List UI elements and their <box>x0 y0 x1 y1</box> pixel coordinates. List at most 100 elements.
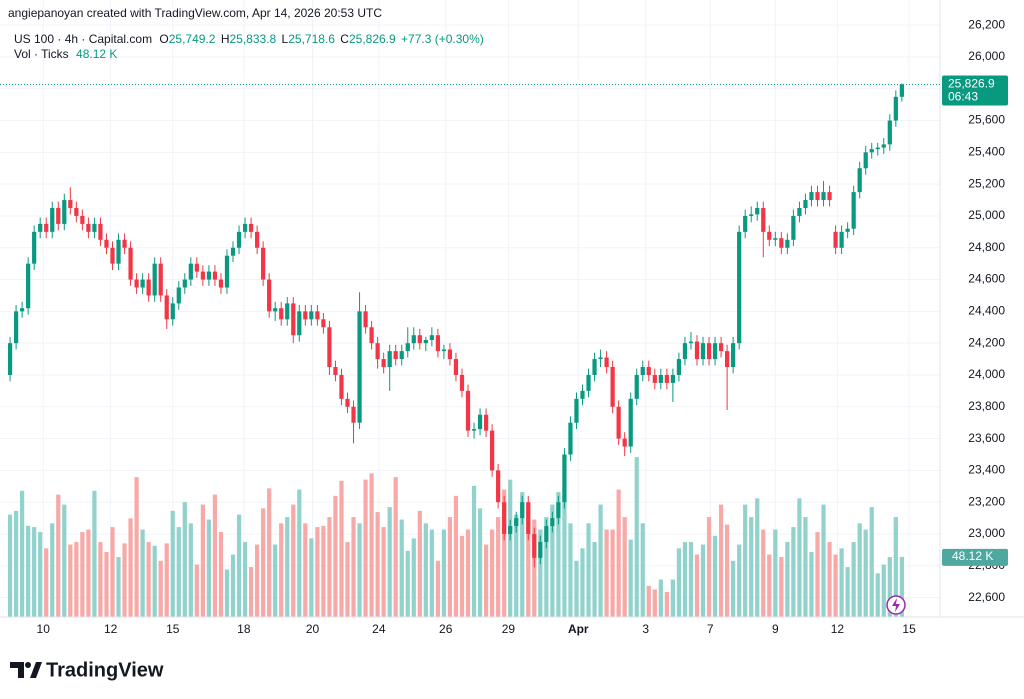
volume-bar <box>453 495 459 617</box>
volume-bar <box>767 554 772 617</box>
y-tick-label: 23,600 <box>968 431 1005 445</box>
candle-body <box>194 263 199 272</box>
volume-bar <box>749 517 754 617</box>
volume-bar <box>881 564 886 617</box>
volume-bar <box>363 479 368 617</box>
ohlc-key: L <box>282 32 289 46</box>
candle-body <box>483 414 489 431</box>
candle-body <box>604 357 609 368</box>
volume-bar <box>646 585 651 617</box>
candle-body <box>351 406 356 423</box>
candle-body <box>152 263 157 296</box>
volume-bar <box>291 504 296 617</box>
volume-bar <box>339 480 344 617</box>
candle-body <box>423 339 428 344</box>
volume-bar <box>182 502 187 617</box>
candle-body <box>803 200 808 208</box>
candle-body <box>761 207 766 232</box>
volume-bar <box>508 479 513 617</box>
candle-body <box>881 144 886 148</box>
candle-body <box>749 214 754 216</box>
volume-bar <box>827 542 832 617</box>
y-tick-label: 24,200 <box>968 335 1005 349</box>
volume-bar <box>562 494 567 617</box>
candle-body <box>134 279 139 288</box>
volume-bar <box>809 552 814 617</box>
candle-body <box>206 271 212 280</box>
candle-body <box>224 255 230 288</box>
ohlc-key: O <box>159 32 168 46</box>
volume-bar <box>718 504 724 617</box>
volume-bar <box>80 532 85 617</box>
candle-body <box>20 308 25 312</box>
candle-body <box>44 223 49 232</box>
volume-bar <box>411 538 416 617</box>
volume-bar <box>13 510 19 617</box>
logo[interactable]: TradingView <box>10 659 164 681</box>
candle-body <box>791 215 796 240</box>
candle-body <box>827 192 832 201</box>
volume-bar <box>351 517 356 617</box>
candle-body <box>236 231 242 248</box>
volume-bar <box>502 489 507 617</box>
candle-body <box>851 192 856 229</box>
icon-bolt[interactable] <box>892 598 900 612</box>
y-tick-label: 25,200 <box>968 176 1005 190</box>
volume-bar <box>393 477 398 617</box>
credit: angiepanoyan created with TradingView.co… <box>8 6 382 20</box>
x-tick-label: 12 <box>104 622 118 636</box>
candle-body <box>682 343 688 360</box>
volume-bar <box>309 538 314 617</box>
volume-bar <box>122 543 127 617</box>
volume-bar <box>170 510 175 617</box>
candle-body <box>899 84 904 97</box>
y-tick-label: 25,000 <box>968 208 1005 222</box>
volume-bar <box>477 508 483 617</box>
volume-bar <box>658 579 663 617</box>
candle-body <box>839 231 844 248</box>
volume-bar <box>273 544 278 617</box>
logo-mark[interactable] <box>30 662 42 678</box>
candle-body <box>26 263 31 309</box>
volume-bar <box>74 542 79 617</box>
candle-body <box>845 228 850 232</box>
volume-bar <box>20 490 25 617</box>
volume-bar <box>399 519 404 617</box>
volume-bar <box>670 579 675 617</box>
volume-bar <box>158 560 163 617</box>
candle-body <box>279 308 284 320</box>
y-tick-label: 23,200 <box>968 494 1005 508</box>
ohlc-value: 25,833.8 <box>229 32 276 46</box>
x-tick-label: 15 <box>166 622 180 636</box>
volume-bar <box>706 517 712 617</box>
candle-body <box>86 223 91 232</box>
x-tick-label: 18 <box>237 622 251 636</box>
volume-bar <box>851 542 856 617</box>
candle-body <box>743 215 748 232</box>
candle-body <box>785 239 790 248</box>
candle-body <box>459 374 465 391</box>
candle-body <box>321 319 326 328</box>
lightning-icon[interactable] <box>886 595 906 615</box>
ohlc-key: H <box>221 32 230 46</box>
candle-body <box>634 374 639 399</box>
candle-body <box>833 231 838 248</box>
candle-body <box>616 406 621 439</box>
candle-body <box>652 374 657 383</box>
volume-bar <box>381 527 386 617</box>
candle-body <box>447 349 453 360</box>
x-tick-label: 15 <box>902 622 916 636</box>
logo-mark[interactable] <box>10 662 24 678</box>
volume-bar <box>279 523 284 617</box>
candle-body <box>182 279 187 288</box>
logo-dot[interactable] <box>25 662 31 668</box>
volume-legend: Vol · Ticks 48.12 K <box>14 47 117 61</box>
logo-text[interactable]: TradingView <box>46 659 164 681</box>
volume-bar <box>688 542 694 617</box>
candle-body <box>116 239 121 264</box>
volume-bar <box>538 529 543 617</box>
candle-body <box>520 502 525 519</box>
candle-body <box>32 231 37 264</box>
symbol: US 100 · 4h · Capital.com <box>14 32 152 46</box>
volume-bar <box>845 567 850 617</box>
